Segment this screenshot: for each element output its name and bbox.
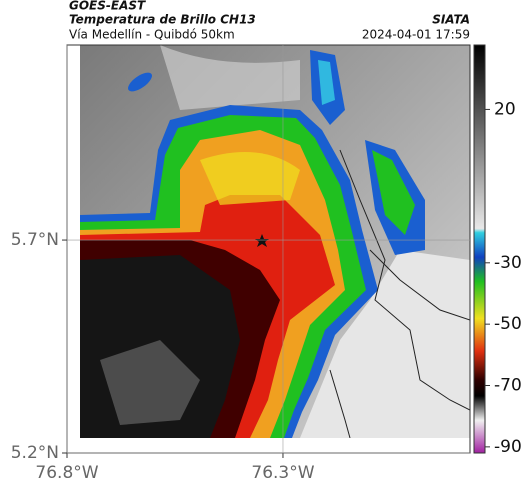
colorbar <box>473 44 486 454</box>
colorbar-tick-label: 20 <box>494 99 516 119</box>
x-tick-label: 76.3°W <box>251 463 314 483</box>
colorbar-tick-label: -30 <box>494 253 522 273</box>
colorbar-tick-label: -90 <box>494 437 522 457</box>
location-marker <box>255 234 269 247</box>
y-tick-label: 5.2°N <box>11 443 59 463</box>
x-tick-label: 76.8°W <box>35 463 98 483</box>
colorbar-tick-label: -50 <box>494 314 522 334</box>
org: SIATA <box>432 13 470 27</box>
y-tick-label: 5.7°N <box>11 230 59 250</box>
imagery <box>80 45 470 438</box>
datetime: 2024-04-01 17:59 <box>362 28 470 42</box>
title: Temperatura de Brillo CH13 <box>69 13 256 27</box>
subtitle: Vía Medellín - Quibdó 50km <box>69 28 235 42</box>
source: GOES-EAST <box>69 0 146 13</box>
colorbar-tick-label: -70 <box>494 376 522 396</box>
